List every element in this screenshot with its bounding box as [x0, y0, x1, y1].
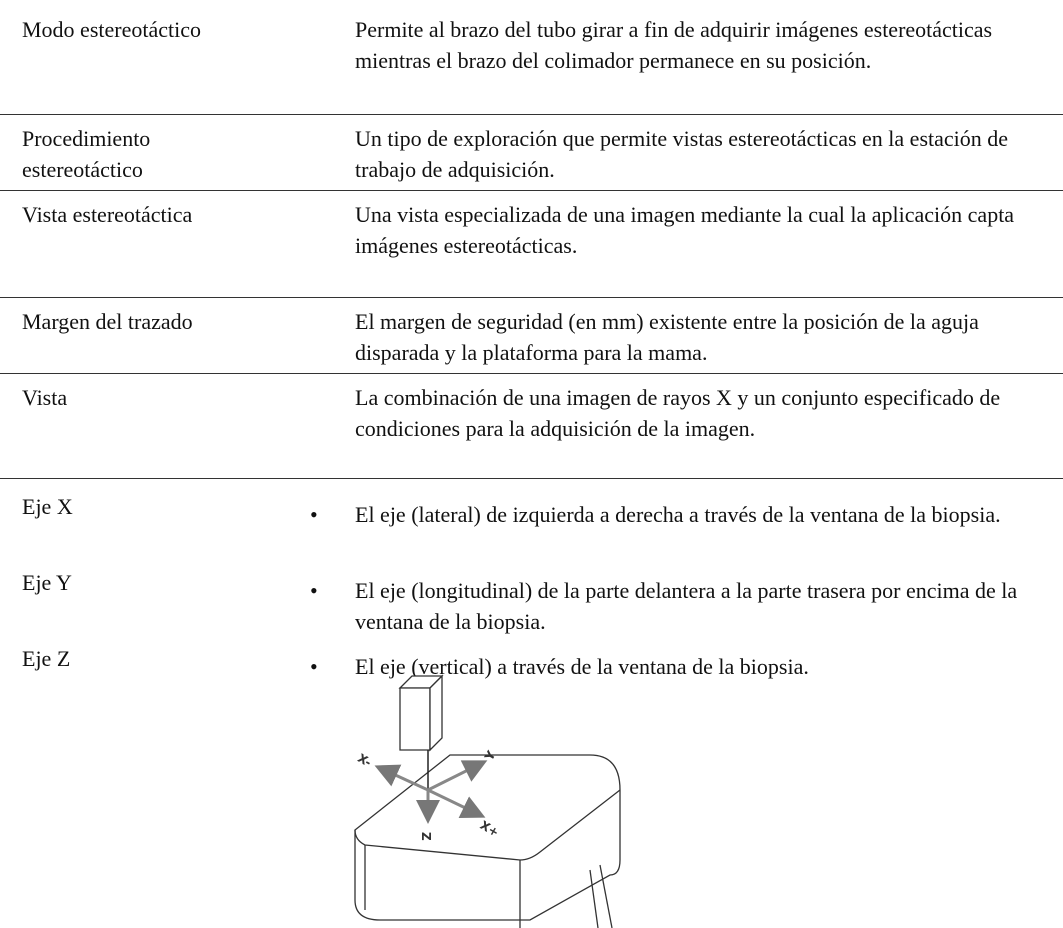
term: Eje Z	[22, 646, 71, 671]
axis-row: Eje Z • El eje (vertical) a través de la…	[0, 631, 1063, 679]
glossary-row: Procedimiento estereotáctico Un tipo de …	[0, 115, 1063, 191]
definition: El eje (vertical) a través de la ventana…	[355, 654, 809, 679]
term: Eje X	[22, 494, 73, 519]
platform	[354, 754, 621, 928]
term: Vista	[22, 385, 68, 410]
glossary-row: Margen del trazado El margen de segurida…	[0, 298, 1063, 374]
definition: Una vista especializada de una imagen me…	[355, 202, 1015, 258]
definition: El eje (longitudinal) de la parte delant…	[355, 578, 1018, 634]
needle-guide	[398, 674, 444, 752]
definition: El margen de seguridad (en mm) existente…	[355, 309, 979, 365]
term: Vista estereotáctica	[22, 202, 193, 227]
term: Margen del trazado	[22, 309, 193, 334]
axis-label: Y	[481, 748, 498, 764]
axis-label: X+	[478, 818, 502, 840]
bullet: •	[310, 578, 318, 603]
axis-arrows	[374, 760, 488, 824]
axis-row: Eje X • El eje (lateral) de izquierda a …	[0, 479, 1063, 555]
definition: La combinación de una imagen de rayos X …	[355, 385, 1001, 441]
glossary-row: Modo estereotáctico Permite al brazo del…	[0, 0, 1063, 115]
axis-row: Eje Y • El eje (longitudinal) de la part…	[0, 555, 1063, 634]
bullet: •	[310, 502, 318, 527]
definition: Un tipo de exploración que permite vista…	[355, 126, 1009, 182]
axes-figure: X- Y X+ Z	[354, 674, 621, 928]
glossary-row: Vista estereotáctica Una vista especiali…	[0, 191, 1063, 298]
term: Eje Y	[22, 570, 72, 595]
definition: Permite al brazo del tubo girar a fin de…	[355, 17, 993, 73]
term: Modo estereotáctico	[22, 17, 201, 42]
term: Procedimiento estereotáctico	[22, 126, 151, 182]
definition: El eje (lateral) de izquierda a derecha …	[355, 502, 1001, 527]
axis-label: Z	[419, 832, 433, 841]
bullet: •	[310, 654, 318, 679]
axis-label: X-	[355, 751, 373, 770]
glossary-row: Vista La combinación de una imagen de ra…	[0, 374, 1063, 479]
